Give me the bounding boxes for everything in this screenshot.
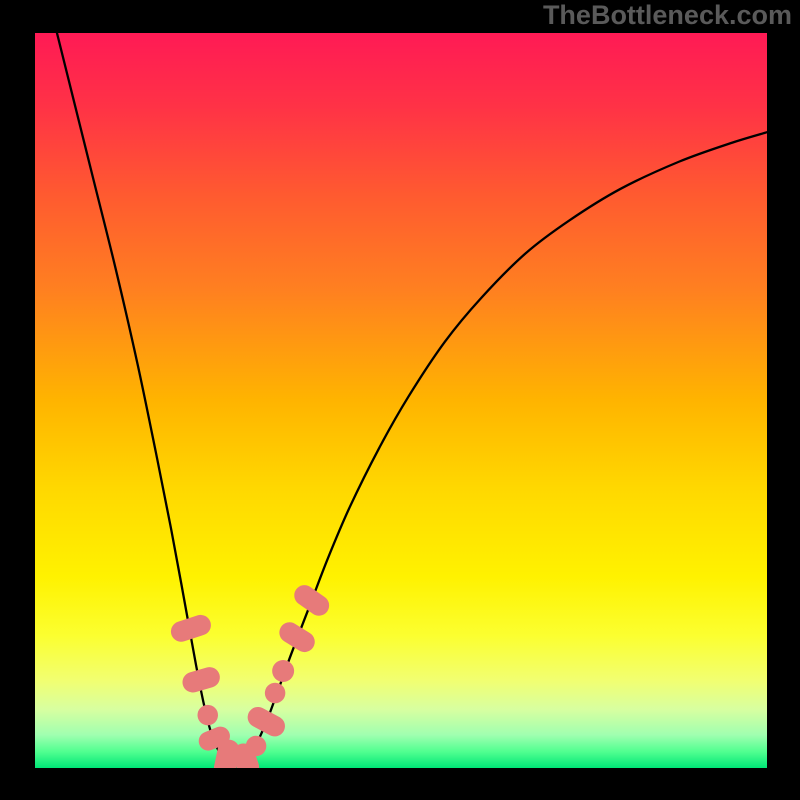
plot-frame (35, 33, 767, 768)
bottleneck-curve-chart (35, 33, 767, 768)
marker-dot (272, 660, 294, 682)
marker-dot (246, 736, 266, 756)
marker-dot (198, 705, 218, 725)
marker-dot (265, 683, 285, 703)
watermark-label: TheBottleneck.com (543, 0, 792, 31)
